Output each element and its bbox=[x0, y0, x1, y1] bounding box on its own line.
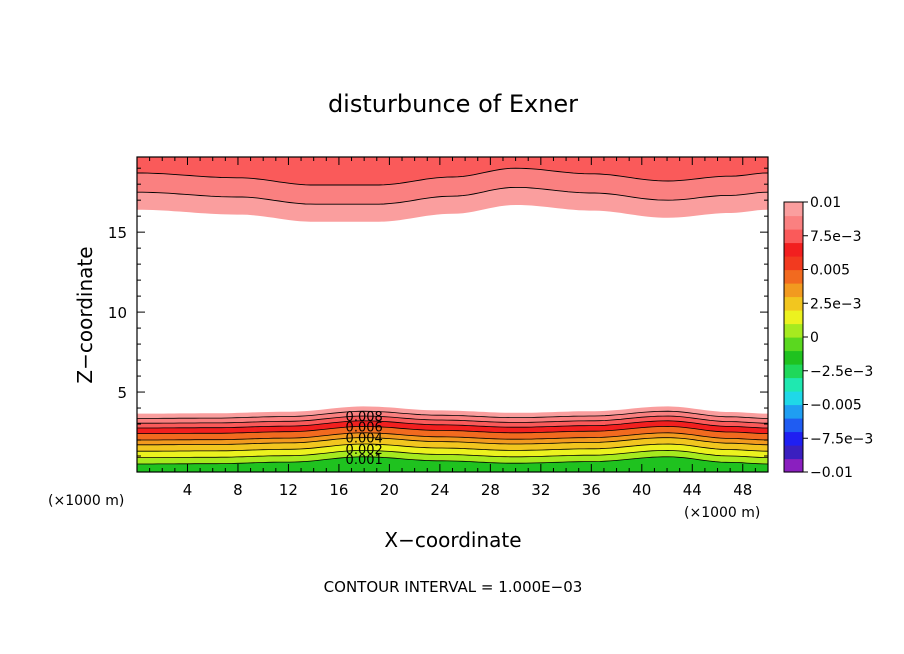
contour-interval-note: CONTOUR INTERVAL = 1.000E−03 bbox=[324, 578, 583, 596]
colorbar-swatch bbox=[784, 377, 803, 392]
contour-label: 0.004 bbox=[346, 432, 383, 447]
x-tick-label: 4 bbox=[183, 481, 193, 499]
colorbar-label: 0 bbox=[810, 330, 819, 346]
bottom-contour-line-3 bbox=[137, 437, 769, 446]
y-tick-label: 15 bbox=[108, 224, 127, 242]
colorbar-swatch bbox=[784, 256, 803, 271]
z-unit-label: (×1000 m) bbox=[48, 493, 124, 509]
colorbar-swatch bbox=[784, 337, 803, 352]
top-contour-line-1 bbox=[137, 186, 769, 205]
y-axis-label: Z−coordinate bbox=[73, 246, 97, 383]
x-axis-ticks: 4 8 12 16 20 24 28 32 36 40 44 48 bbox=[149, 157, 756, 499]
x-tick-label: 8 bbox=[233, 481, 243, 499]
contour-lines bbox=[137, 167, 769, 465]
contour-label: 0.008 bbox=[346, 410, 383, 425]
x-tick-label: 12 bbox=[279, 481, 298, 499]
bottom-contour-line-5 bbox=[137, 425, 769, 434]
colorbar-swatch bbox=[784, 283, 803, 298]
colorbar-swatch bbox=[784, 215, 803, 230]
colorbar-swatch bbox=[784, 418, 803, 433]
contour-label: 0.002 bbox=[346, 443, 383, 458]
x-tick-label: 28 bbox=[481, 481, 500, 499]
contour-label: 0.006 bbox=[346, 420, 383, 435]
colorbar-label: 0.01 bbox=[810, 195, 841, 211]
colorbar-label: 0.005 bbox=[810, 263, 850, 279]
x-tick-label: 40 bbox=[632, 481, 651, 499]
colorbar-swatch bbox=[784, 202, 803, 217]
bottom-contour-line-1 bbox=[137, 449, 769, 458]
colorbar-swatch bbox=[784, 404, 803, 419]
x-tick-label: 48 bbox=[733, 481, 752, 499]
colorbar-label: −0.005 bbox=[810, 398, 862, 414]
x-tick-label: 24 bbox=[430, 481, 449, 499]
colorbar-swatch bbox=[784, 296, 803, 311]
y-tick-label: 5 bbox=[117, 384, 127, 402]
colorbar-swatch bbox=[784, 445, 803, 460]
colorbar-swatch bbox=[784, 364, 803, 379]
colorbar-swatch bbox=[784, 350, 803, 365]
colorbar-label: −7.5e−3 bbox=[810, 431, 873, 447]
y-axis-ticks: 5 10 15 bbox=[108, 167, 768, 457]
x-tick-label: 20 bbox=[380, 481, 399, 499]
colorbar-swatch bbox=[784, 269, 803, 284]
bottom-contour-line-2 bbox=[137, 443, 769, 452]
colorbar-swatch bbox=[784, 229, 803, 244]
top-contour-line-2 bbox=[137, 167, 769, 186]
bottom-contour-line-4 bbox=[137, 432, 769, 441]
x-tick-label: 16 bbox=[329, 481, 348, 499]
contour-label: 0.001 bbox=[346, 453, 383, 468]
bottom-contour-line-0 bbox=[137, 456, 769, 465]
colorbar-swatch bbox=[784, 323, 803, 338]
colorbar-swatch bbox=[784, 242, 803, 257]
y-tick-label: 10 bbox=[108, 304, 127, 322]
bottom-contour-line-7 bbox=[137, 415, 768, 424]
colorbar-swatch bbox=[784, 431, 803, 446]
bottom-contour-line-8 bbox=[137, 410, 768, 419]
top-fill-band-2 bbox=[137, 157, 768, 185]
colorbar-swatch bbox=[784, 310, 803, 325]
colorbar: 0.01 7.5e−3 0.005 2.5e−3 0 −2.5e−3 −0.005 −7.5e… bbox=[783, 195, 873, 481]
colorbar-label: 2.5e−3 bbox=[810, 296, 862, 312]
colorbar-label: −0.01 bbox=[810, 465, 853, 481]
colorbar-swatch bbox=[784, 458, 803, 473]
x-tick-label: 44 bbox=[683, 481, 702, 499]
chart-title: disturbunce of Exner bbox=[328, 90, 578, 118]
x-axis-label: X−coordinate bbox=[384, 528, 521, 552]
x-tick-label: 32 bbox=[531, 481, 550, 499]
bottom-fill-band-base bbox=[137, 456, 768, 472]
colorbar-swatch bbox=[784, 391, 803, 406]
colorbar-label: 7.5e−3 bbox=[810, 229, 862, 245]
colorbar-label: −2.5e−3 bbox=[810, 364, 873, 380]
x-unit-label: (×1000 m) bbox=[684, 505, 760, 521]
bottom-contour-line-6 bbox=[137, 420, 768, 429]
x-tick-label: 36 bbox=[582, 481, 601, 499]
